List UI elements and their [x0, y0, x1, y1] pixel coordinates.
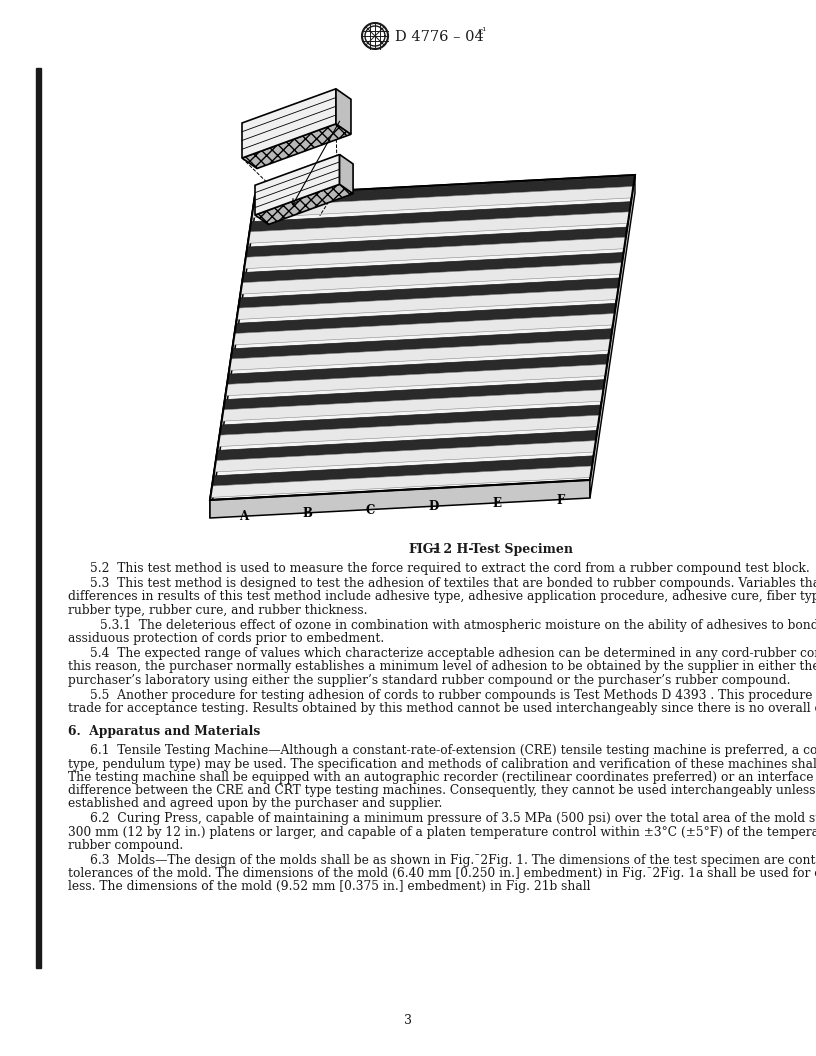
- Polygon shape: [590, 175, 635, 498]
- Polygon shape: [227, 354, 609, 384]
- Text: 5.3  This test method is designed to test the adhesion of textiles that are bond: 5.3 This test method is designed to test…: [90, 578, 816, 590]
- Text: The testing machine shall be equipped with an autographic recorder (rectilinear : The testing machine shall be equipped wi…: [68, 771, 816, 784]
- Polygon shape: [339, 154, 353, 193]
- Text: 6.1  Tensile Testing Machine—Although a constant-rate-of-extension (CRE) tensile: 6.1 Tensile Testing Machine—Although a c…: [90, 744, 816, 757]
- Polygon shape: [214, 440, 596, 472]
- Polygon shape: [246, 227, 628, 258]
- Text: tolerances of the mold. The dimensions of the mold (6.40 mm [0.250 in.] embedmen: tolerances of the mold. The dimensions o…: [68, 867, 816, 881]
- Text: less. The dimensions of the mold (9.52 mm [0.375 in.] embedment) in Fig. 21b sha: less. The dimensions of the mold (9.52 m…: [68, 881, 591, 893]
- Text: 6.3  Molds—The design of the molds shall be as shown in Fig.¯2Fig. 1. The dimens: 6.3 Molds—The design of the molds shall …: [90, 854, 816, 867]
- Text: E: E: [493, 497, 502, 510]
- Polygon shape: [210, 175, 635, 499]
- Text: FIG.: FIG.: [408, 543, 437, 557]
- Text: trade for acceptance testing. Results obtained by this method cannot be used int: trade for acceptance testing. Results ob…: [68, 702, 816, 715]
- Polygon shape: [250, 202, 631, 232]
- Text: 5.2  This test method is used to measure the force required to extract the cord : 5.2 This test method is used to measure …: [90, 562, 809, 576]
- Text: rubber type, rubber cure, and rubber thickness.: rubber type, rubber cure, and rubber thi…: [68, 604, 367, 617]
- Polygon shape: [222, 390, 603, 421]
- Polygon shape: [253, 176, 635, 206]
- Text: ε¹: ε¹: [478, 26, 487, 36]
- Polygon shape: [210, 480, 590, 518]
- Text: type, pendulum type) may be used. The specification and methods of calibration a: type, pendulum type) may be used. The sp…: [68, 757, 816, 771]
- Polygon shape: [336, 89, 351, 134]
- Text: D: D: [428, 501, 439, 513]
- Text: D 4776 – 04: D 4776 – 04: [395, 30, 484, 44]
- Polygon shape: [241, 263, 622, 295]
- Text: this reason, the purchaser normally establishes a minimum level of adhesion to b: this reason, the purchaser normally esta…: [68, 660, 816, 674]
- Polygon shape: [237, 288, 619, 320]
- Polygon shape: [211, 466, 592, 497]
- Text: 1: 1: [432, 543, 441, 557]
- Polygon shape: [255, 184, 353, 225]
- Polygon shape: [251, 187, 633, 218]
- Text: F: F: [557, 493, 565, 507]
- Text: 5.3.1  The deleterious effect of ozone in combination with atmospheric moisture : 5.3.1 The deleterious effect of ozone in…: [100, 619, 816, 631]
- Polygon shape: [242, 252, 623, 283]
- Text: rubber compound.: rubber compound.: [68, 838, 184, 852]
- Polygon shape: [244, 238, 626, 268]
- Text: difference between the CRE and CRT type testing machines. Consequently, they can: difference between the CRE and CRT type …: [68, 784, 816, 797]
- Text: 6.  Apparatus and Materials: 6. Apparatus and Materials: [68, 725, 260, 738]
- Text: 300 mm (12 by 12 in.) platens or larger, and capable of a platen temperature con: 300 mm (12 by 12 in.) platens or larger,…: [68, 826, 816, 838]
- Polygon shape: [242, 124, 351, 169]
- Polygon shape: [238, 278, 620, 308]
- Polygon shape: [224, 379, 605, 410]
- Text: B: B: [302, 507, 312, 520]
- Polygon shape: [220, 406, 601, 435]
- Polygon shape: [212, 456, 593, 486]
- Text: 6.2  Curing Press, capable of maintaining a minimum pressure of 3.5 MPa (500 psi: 6.2 Curing Press, capable of maintaining…: [90, 812, 816, 826]
- Polygon shape: [218, 415, 600, 447]
- Text: purchaser’s laboratory using either the supplier’s standard rubber compound or t: purchaser’s laboratory using either the …: [68, 674, 791, 686]
- Text: C: C: [366, 504, 375, 516]
- Text: 5.5  Another procedure for testing adhesion of cords to rubber compounds is Test: 5.5 Another procedure for testing adhesi…: [90, 689, 816, 702]
- Polygon shape: [215, 431, 597, 460]
- Text: 2 H-Test Specimen: 2 H-Test Specimen: [439, 543, 573, 557]
- Text: A: A: [239, 510, 248, 524]
- Text: differences in results of this test method include adhesive type, adhesive appli: differences in results of this test meth…: [68, 590, 816, 603]
- Polygon shape: [225, 364, 607, 396]
- Text: established and agreed upon by the purchaser and supplier.: established and agreed upon by the purch…: [68, 797, 442, 810]
- Bar: [36, 68, 41, 968]
- Text: 5.4  The expected range of values which characterize acceptable adhesion can be : 5.4 The expected range of values which c…: [90, 647, 816, 660]
- Polygon shape: [233, 314, 614, 345]
- Polygon shape: [229, 339, 611, 371]
- Text: 3: 3: [404, 1014, 412, 1026]
- Polygon shape: [231, 328, 612, 359]
- Polygon shape: [255, 154, 339, 215]
- Polygon shape: [242, 89, 336, 158]
- Polygon shape: [248, 212, 630, 243]
- Polygon shape: [234, 303, 616, 334]
- Text: assiduous protection of cords prior to embedment.: assiduous protection of cords prior to e…: [68, 631, 384, 645]
- Polygon shape: [210, 195, 255, 518]
